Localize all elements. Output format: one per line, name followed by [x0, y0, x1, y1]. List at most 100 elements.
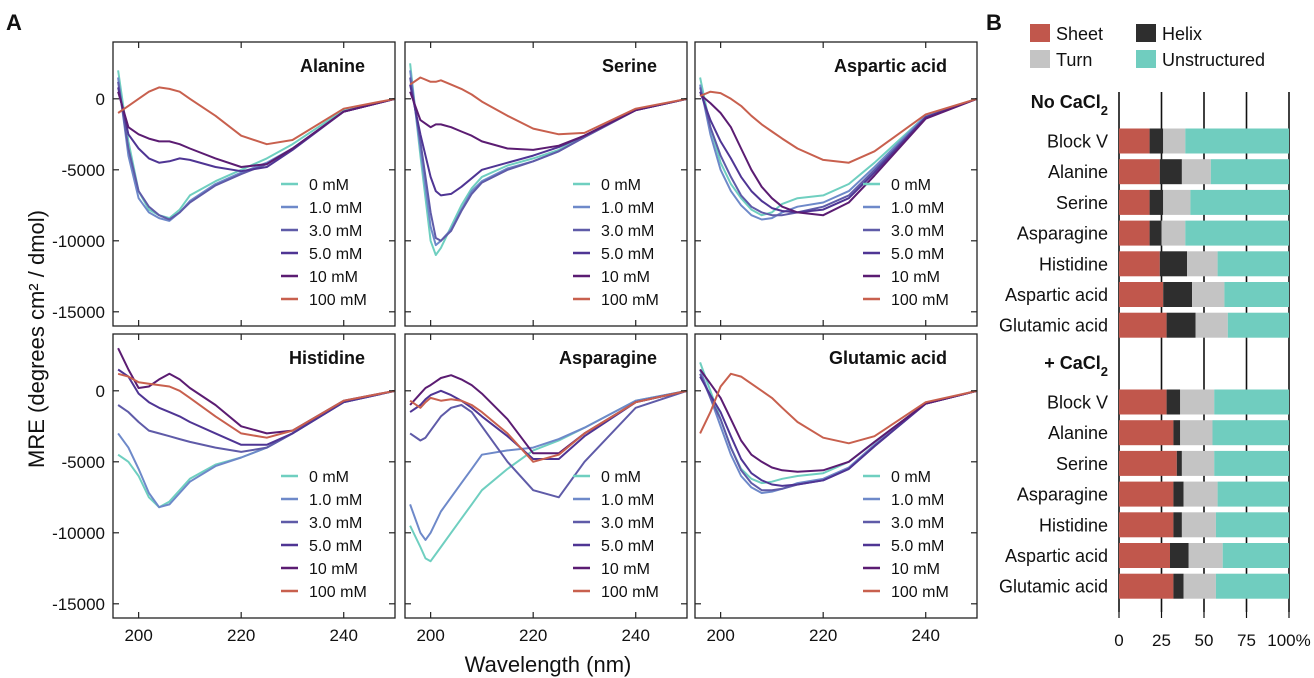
y-tick-label: -10000 — [52, 232, 105, 251]
bar-segment-sheet — [1119, 481, 1174, 507]
bar-group-2: + CaCl2 Block V Alanine Serine Asparagine His… — [999, 353, 1289, 599]
legend-label: 3.0 mM — [891, 223, 944, 240]
bar-row-label: Glutamic acid — [999, 577, 1108, 597]
legend-label-turn: Turn — [1056, 50, 1092, 70]
bar-row-label: Asparagine — [1017, 224, 1108, 244]
series-group — [699, 77, 977, 221]
bar-segment-helix — [1159, 159, 1182, 185]
plot-frame — [694, 333, 978, 619]
legend: 0 mM 1.0 mM 3.0 mM 5.0 mM 10 mM 100 mM — [281, 177, 367, 309]
plot-frame — [112, 41, 396, 327]
bar-segment-turn — [1183, 481, 1218, 507]
bar-segment-helix — [1149, 220, 1162, 246]
bar-segment-unstructured — [1227, 312, 1289, 338]
legend-label: 1.0 mM — [309, 200, 362, 217]
bar-segment-turn — [1163, 128, 1186, 154]
bar-row: Block V — [1047, 128, 1289, 154]
legend-label: 5.0 mM — [309, 538, 362, 555]
legend-label: 100 mM — [601, 584, 659, 601]
bar-segment-helix — [1159, 251, 1187, 277]
cd-panel-asparagine: 200 220 240 Asparagine 0 mM 1.0 mM 3.0 mM 5.0 m… — [404, 333, 688, 645]
legend-label: 3.0 mM — [601, 515, 654, 532]
y-tick-label: -10000 — [52, 524, 105, 543]
cd-panel-glutamic-acid: 200 220 240 Glutamic acid 0 mM 1.0 mM 3.0 mM 5.… — [694, 333, 978, 645]
legend: 0 mM 1.0 mM 3.0 mM 5.0 mM 10 mM 100 mM — [863, 177, 949, 309]
panel-title: Glutamic acid — [829, 348, 947, 368]
legend-label: 5.0 mM — [891, 538, 944, 555]
bar-segment-helix — [1163, 282, 1193, 307]
legend: 0 mM 1.0 mM 3.0 mM 5.0 mM 10 mM 100 mM — [281, 469, 367, 601]
series-line-100-mM — [699, 372, 977, 445]
secondary-structure-bar-chart: Sheet Helix Turn Unstructured 0 25 50 75 100% No … — [999, 24, 1311, 650]
bar-row-label: Serine — [1056, 454, 1108, 474]
x-tick-label: 100% — [1267, 631, 1310, 650]
x-tick-label: 75 — [1237, 631, 1256, 650]
line-panels: 0 -5000 -10000 -15000 Alanine 0 mM 1.0 mM 3.0 m… — [52, 41, 978, 645]
y-tick-label: 0 — [96, 90, 105, 109]
bar-segment-turn — [1183, 573, 1216, 599]
bar-segment-unstructured — [1222, 543, 1289, 568]
x-axis-label: Wavelength (nm) — [465, 652, 632, 677]
x-tick-label: 220 — [519, 626, 547, 645]
bar-segment-sheet — [1119, 128, 1150, 154]
series-line-3-0-mM — [117, 81, 395, 221]
legend-label: 3.0 mM — [891, 515, 944, 532]
series-line-3-0-mM — [699, 87, 977, 217]
bar-segment-helix — [1170, 543, 1189, 568]
legend-label: 100 mM — [309, 292, 367, 309]
x-tick-label: 220 — [809, 626, 837, 645]
bar-segment-turn — [1181, 159, 1211, 185]
bar-segment-unstructured — [1217, 251, 1289, 277]
panel-b-label: B — [986, 10, 1002, 35]
series-group — [117, 70, 395, 222]
bar-segment-helix — [1166, 389, 1181, 415]
bar-segment-turn — [1161, 220, 1186, 246]
legend-swatch-turn — [1030, 50, 1050, 68]
bar-segment-unstructured — [1215, 573, 1289, 599]
bar-row-label: Alanine — [1048, 162, 1108, 182]
series-line-1-0-mM — [409, 389, 687, 541]
series-line-5-0-mM — [699, 376, 977, 487]
series-line-5-0-mM — [699, 91, 977, 214]
legend-label: 0 mM — [891, 469, 931, 486]
bar-row: Glutamic acid — [999, 573, 1289, 599]
bar-segment-sheet — [1119, 389, 1167, 415]
bar-segment-unstructured — [1185, 220, 1289, 246]
series-line-10-mM — [699, 368, 977, 473]
bar-segment-sheet — [1119, 220, 1150, 246]
series-line-1-0-mM — [699, 84, 977, 221]
series-group — [117, 347, 395, 509]
legend-label: 5.0 mM — [601, 246, 654, 263]
bar-segment-unstructured — [1214, 389, 1289, 415]
bar-row: Glutamic acid — [999, 312, 1289, 338]
bar-segment-sheet — [1119, 251, 1160, 277]
series-line-5-0-mM — [117, 87, 395, 173]
x-tick-label: 25 — [1152, 631, 1171, 650]
bar-row: Aspartic acid — [1005, 282, 1289, 307]
legend-label: 1.0 mM — [601, 492, 654, 509]
bar-segment-unstructured — [1224, 282, 1289, 307]
bar-segment-sheet — [1119, 159, 1160, 185]
cd-panel-serine: Serine 0 mM 1.0 mM 3.0 mM 5.0 mM 10 mM 100 mM — [404, 41, 688, 327]
legend-label-sheet: Sheet — [1056, 24, 1103, 44]
legend-label: 10 mM — [891, 561, 940, 578]
bar-segment-unstructured — [1190, 189, 1289, 215]
cd-panel-aspartic-acid: Aspartic acid 0 mM 1.0 mM 3.0 mM 5.0 mM 10 mM… — [694, 41, 978, 327]
legend-label: 10 mM — [309, 561, 358, 578]
bar-segment-sheet — [1119, 543, 1170, 568]
plot-frame — [404, 333, 688, 619]
panel-title: Aspartic acid — [834, 56, 947, 76]
series-line-1-0-mM — [699, 369, 977, 494]
bar-segment-turn — [1188, 543, 1223, 568]
bar-segment-unstructured — [1212, 420, 1289, 446]
bar-segment-turn — [1181, 450, 1215, 476]
series-group — [699, 362, 977, 494]
cd-panel-histidine: 200 220 240 0 -5000 -10000 -15000 Histidine 0 mM… — [52, 333, 396, 645]
bar-segment-helix — [1173, 573, 1184, 599]
y-axis-label: MRE (degrees cm² / dmol) — [24, 210, 49, 468]
panel-title: Alanine — [300, 56, 365, 76]
legend-label: 0 mM — [309, 469, 349, 486]
series-line-10-mM — [409, 91, 687, 151]
bar-row-label: Glutamic acid — [999, 316, 1108, 336]
bar-row: Alanine — [1048, 420, 1289, 446]
